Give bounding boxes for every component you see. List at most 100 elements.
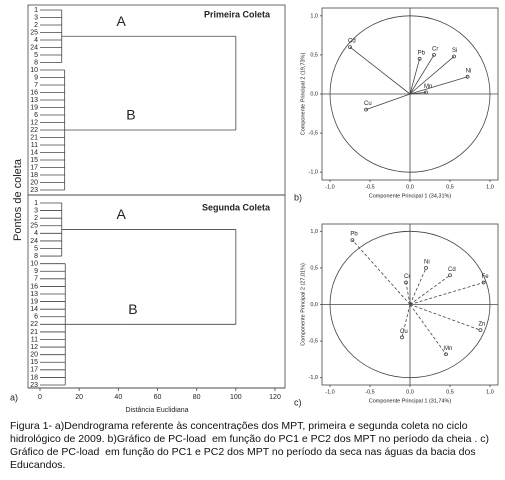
loading-vector [409, 267, 427, 305]
loading-vector [409, 76, 468, 95]
y-tick-label: 1,0 [310, 229, 318, 235]
loading-point [424, 266, 428, 270]
leaf-label: 17 [30, 164, 38, 171]
leaf-label: 13 [30, 97, 38, 104]
loading-vector [401, 304, 411, 338]
x-axis-label: Distância Euclidiana [125, 407, 188, 414]
loading-point [432, 53, 436, 57]
leaf-label: 4 [34, 37, 38, 44]
leaf-label: 23 [30, 187, 38, 194]
panel-label: a) [10, 392, 18, 402]
loading-point [400, 335, 404, 340]
point-label: Cr [404, 274, 410, 280]
leaf-label: 3 [34, 14, 38, 21]
y-axis-label: Componente Principal 2 (19,73%) [300, 53, 306, 136]
leaf-label: 24 [30, 238, 38, 245]
leaf-label: 19 [30, 298, 38, 305]
leaf-label: 12 [30, 119, 38, 126]
loading-vector [365, 93, 411, 111]
loading-point [350, 238, 355, 243]
caption: Figura 1- a)Dendrograma referente às con… [10, 420, 492, 471]
point-label: Mn [424, 84, 432, 90]
loading-point [465, 74, 470, 79]
point-label: Cd [448, 267, 456, 273]
leaf-label: 21 [30, 134, 38, 141]
leaf-label: 12 [30, 344, 38, 351]
leaf-label: 9 [34, 268, 38, 275]
leaf-label: 1 [34, 7, 38, 14]
loading-point [452, 54, 456, 59]
figure: Primeira Coleta1322542458A10971613196122… [10, 4, 499, 414]
leaf-label: 25 [30, 29, 38, 36]
loading-vector [349, 46, 411, 95]
leaf-label: 1 [34, 200, 38, 207]
x-axis-label: Componente Principal 1 (31,74%) [369, 398, 452, 404]
panel-title: Segunda Coleta [202, 202, 271, 212]
leaf-label: 5 [34, 245, 38, 252]
leaf-label: 6 [34, 314, 38, 321]
leaf-label: 15 [30, 359, 38, 366]
leaf-label: 14 [30, 149, 38, 156]
loading-vector [405, 282, 411, 305]
leaf-label: 18 [30, 374, 38, 381]
loading-point [364, 107, 368, 112]
panel-title: Primeira Coleta [204, 9, 271, 19]
leaf-label: 21 [30, 329, 38, 336]
loading-vector [409, 58, 420, 95]
leaf-label: 5 [34, 52, 38, 59]
leaf-label: 19 [30, 104, 38, 111]
point-label: Pb [350, 232, 358, 238]
x-tick-label: 0,5 [446, 184, 454, 190]
point-label: Cr [432, 46, 438, 52]
y-tick-label: -1,0 [309, 170, 318, 176]
leaf-label: 17 [30, 367, 38, 374]
loading-vector [352, 239, 411, 305]
point-label: Cd [348, 39, 356, 45]
leaf-label: 11 [31, 336, 38, 343]
x-tick-label: 80 [193, 394, 201, 401]
y-tick-label: 0,5 [310, 52, 318, 58]
leaf-label: 25 [30, 223, 38, 230]
leaf-label: 10 [30, 67, 38, 74]
panel-frame [27, 194, 286, 389]
leaf-label: 14 [30, 306, 38, 313]
loading-point [478, 328, 483, 333]
leaf-label: 13 [30, 291, 38, 298]
x-tick-label: 60 [154, 394, 162, 401]
cluster-label: A [116, 206, 126, 222]
point-label: Pb [418, 50, 426, 56]
cluster-label: B [126, 107, 135, 123]
x-tick-label: 0 [38, 394, 42, 401]
loading-vector [409, 304, 481, 331]
loading-vector [409, 274, 451, 305]
x-tick-label: 100 [230, 394, 242, 401]
loading-point [448, 273, 452, 278]
point-label: Zn [478, 322, 485, 328]
point-label: Fe [482, 274, 490, 280]
leaf-label: 22 [30, 321, 38, 328]
loading-vector [409, 54, 435, 95]
x-tick-label: -0,5 [365, 184, 374, 190]
y-tick-label: -0,5 [309, 131, 318, 137]
leaf-label: 22 [30, 127, 38, 134]
leaf-label: 20 [30, 179, 38, 186]
leaf-label: 18 [30, 172, 38, 179]
point-label: Si [452, 48, 457, 54]
x-tick-label: 0,0 [406, 389, 414, 395]
x-tick-label: 120 [269, 394, 281, 401]
leaf-label: 2 [34, 22, 38, 29]
loading-point [444, 352, 448, 357]
y-tick-label: 1,0 [310, 13, 318, 19]
loading-point [481, 280, 486, 285]
point-label: Cu [364, 101, 372, 107]
leaf-label: 7 [34, 276, 38, 283]
x-tick-label: 20 [75, 394, 83, 401]
loading-vector [409, 304, 447, 355]
leaf-label: 16 [30, 89, 38, 96]
loading-point [424, 90, 428, 95]
point-label: Ni [466, 68, 472, 74]
leaf-label: 23 [30, 382, 38, 389]
leaf-label: 3 [34, 207, 38, 214]
loading-point [417, 56, 422, 61]
